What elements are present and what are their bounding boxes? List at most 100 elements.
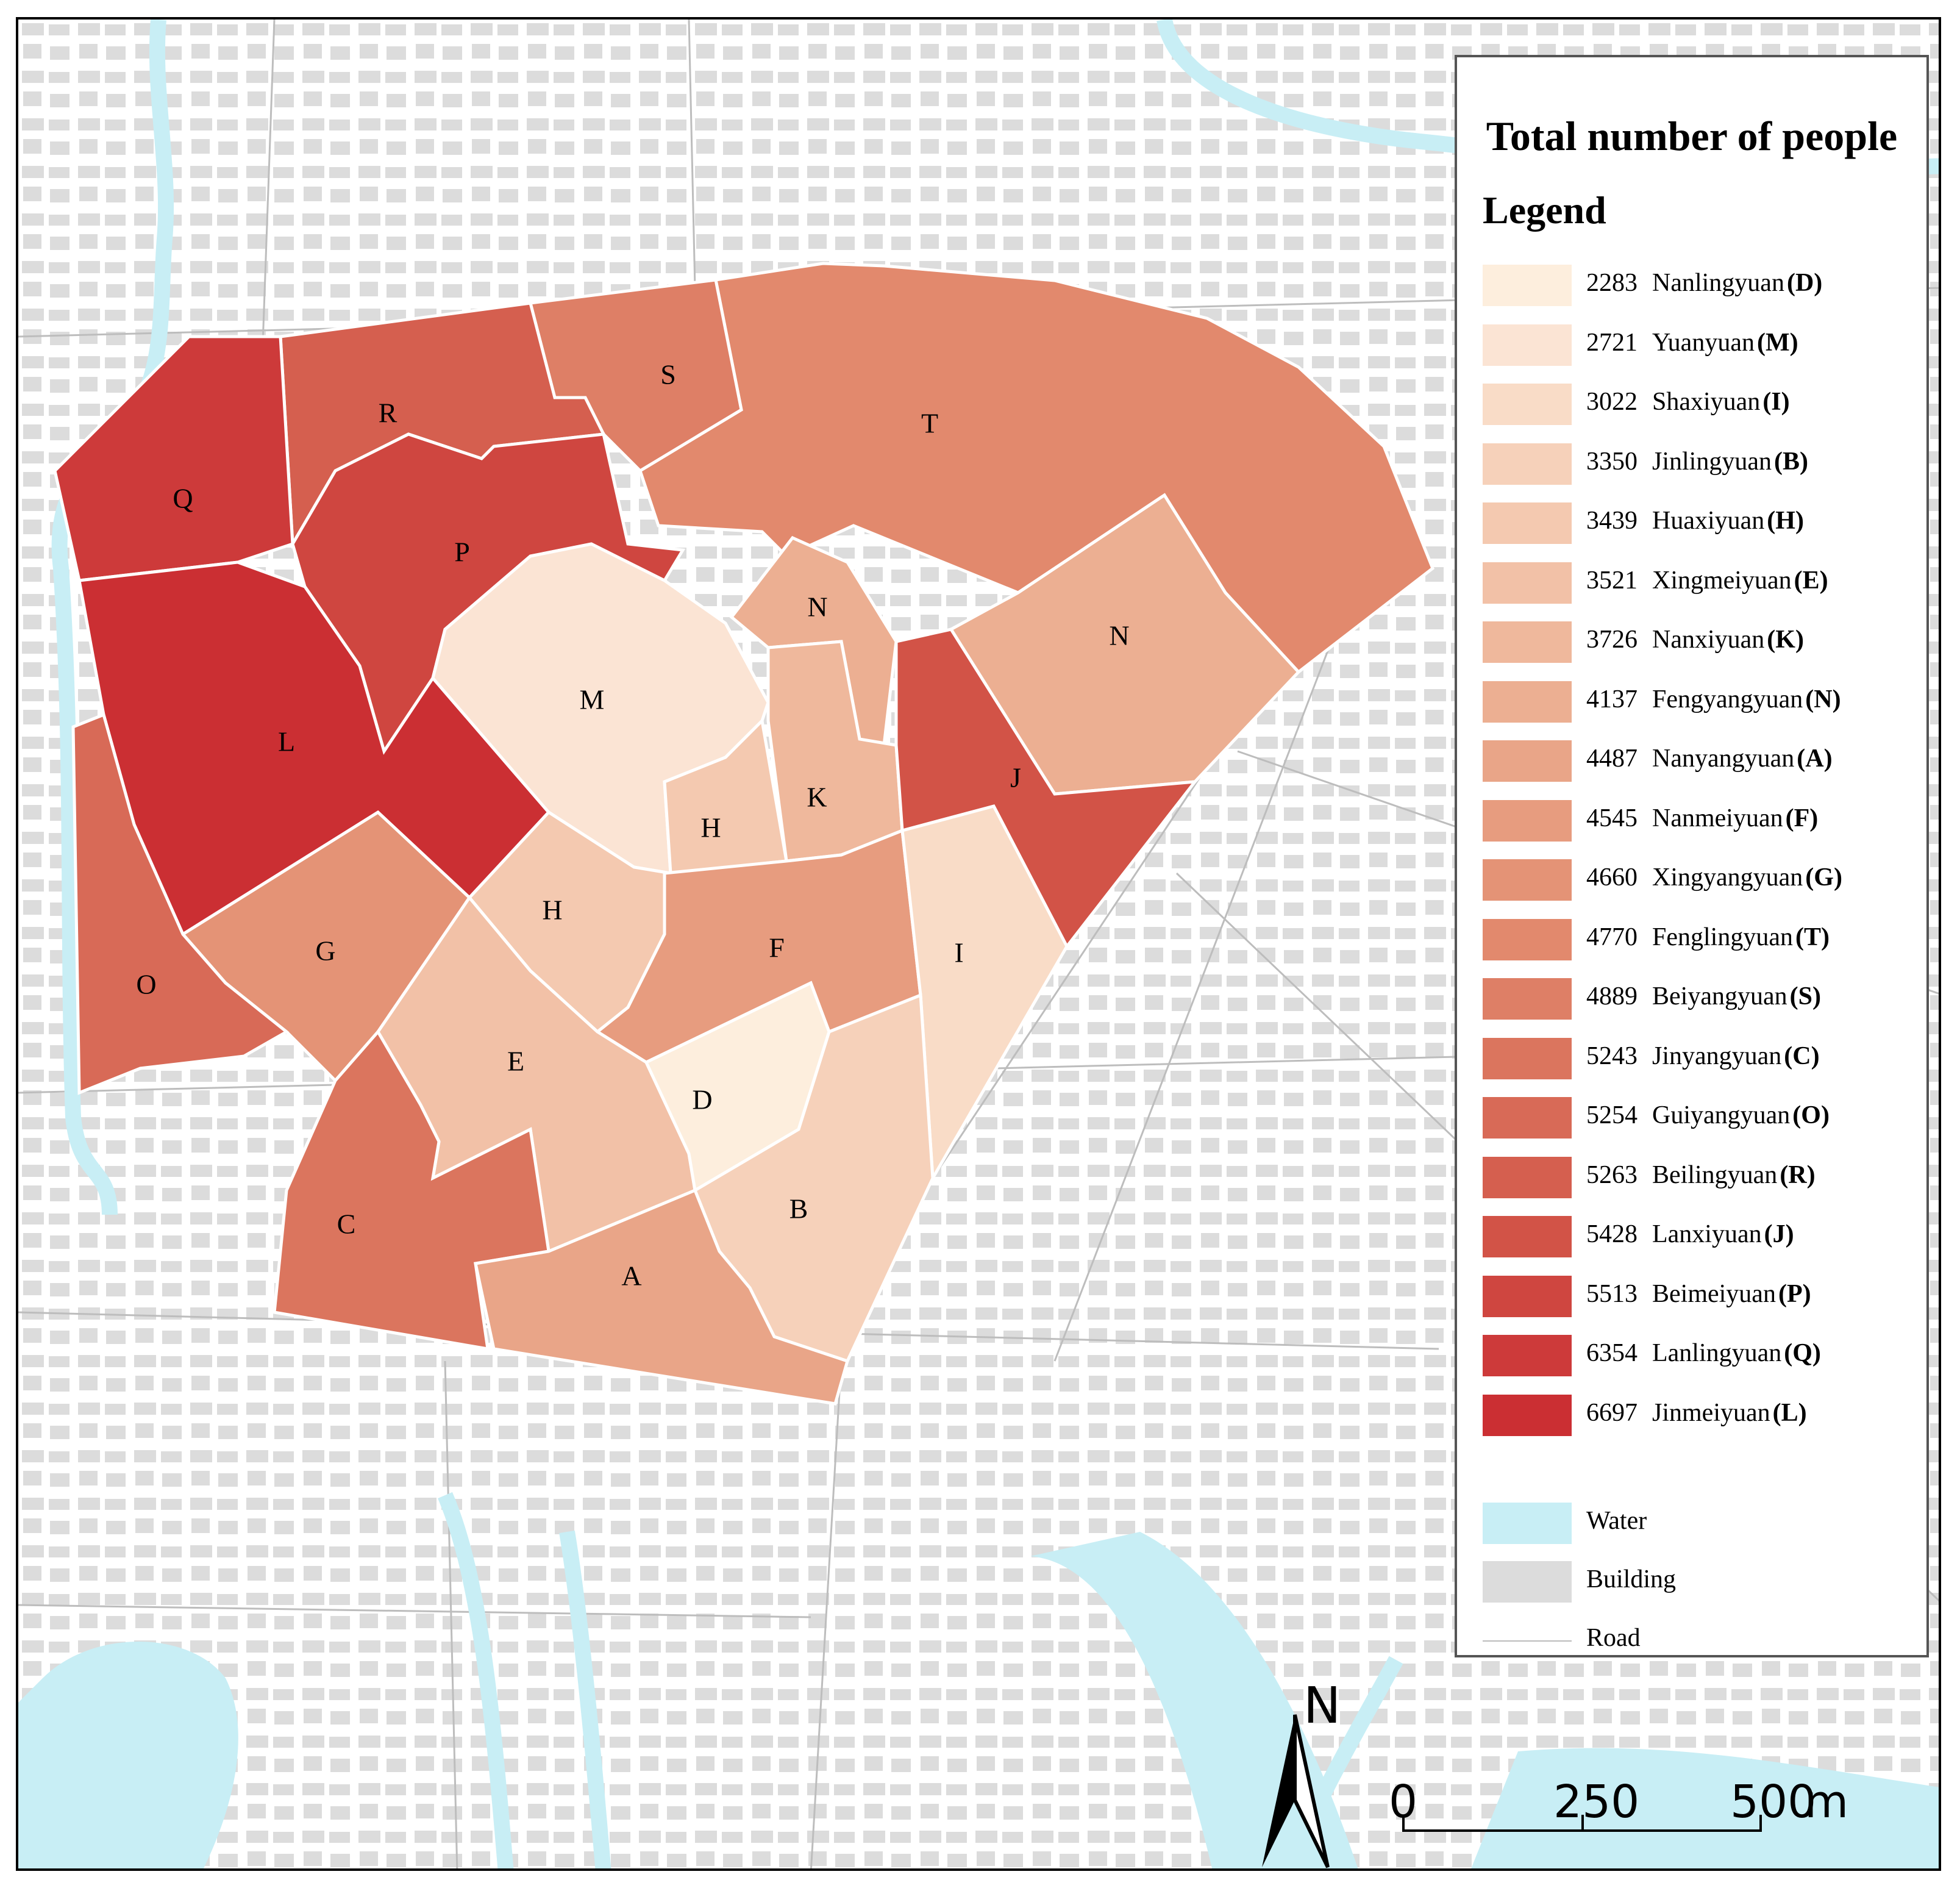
north-arrow-label: N <box>1303 1677 1341 1735</box>
zone-C[interactable] <box>273 1029 551 1351</box>
scale-bar-tick-0 <box>1402 1815 1405 1832</box>
legend-swatch <box>1483 502 1572 544</box>
legend-name-text: Lanxiyuan <box>1652 1220 1762 1248</box>
legend-value: 4660 <box>1586 863 1637 892</box>
legend-name-text: Jinlingyuan <box>1652 447 1772 476</box>
legend-swatch <box>1483 324 1572 366</box>
legend-name: Beilingyuan(R) <box>1652 1160 1816 1190</box>
zone-label-Q: Q <box>173 483 193 514</box>
legend-panel: Total number of people Legend 2283 Nanlin… <box>1455 55 1929 1657</box>
legend-value: 5254 <box>1586 1101 1637 1129</box>
zone-label-A: A <box>621 1260 641 1292</box>
legend-value: 4889 <box>1586 982 1637 1010</box>
legend-code: (H) <box>1767 507 1804 535</box>
scale-bar-tick-500 <box>1759 1815 1762 1832</box>
legend-row: 5263 Beilingyuan(R) <box>1483 1156 1922 1198</box>
legend-name-text: Nanxiyuan <box>1652 626 1765 654</box>
legend-name-text: Jinyangyuan <box>1652 1042 1782 1070</box>
legend-name: Xingmeiyuan(E) <box>1652 566 1828 595</box>
legend-value: 3521 <box>1586 566 1637 595</box>
zone-label-F: F <box>769 932 785 963</box>
legend-name-text: Xingmeiyuan <box>1652 566 1792 595</box>
legend-name: Xingyangyuan(G) <box>1652 863 1842 892</box>
zone-label-R: R <box>379 398 397 429</box>
legend-code: (F) <box>1785 804 1819 832</box>
legend-value: 2721 <box>1586 328 1637 357</box>
legend-row: 5243 Jinyangyuan(C) <box>1483 1037 1922 1079</box>
zone-label-H-north: H <box>700 812 721 843</box>
road-label: Road <box>1586 1624 1641 1652</box>
legend-value: 4137 <box>1586 685 1637 713</box>
legend-value: 6697 <box>1586 1398 1637 1427</box>
scale-label-500: 500 <box>1730 1776 1817 1828</box>
zone-label-G: G <box>315 935 335 967</box>
legend-name-text: Beiyangyuan <box>1652 982 1787 1010</box>
zone-label-I: I <box>954 937 963 968</box>
legend-value: 4487 <box>1586 745 1637 773</box>
legend-row-water: Water <box>1483 1503 1922 1544</box>
building-swatch <box>1483 1561 1572 1603</box>
legend-name: Yuanyuan(M) <box>1652 328 1798 357</box>
zone-label-H-south: H <box>542 895 562 926</box>
scale-label-unit: m <box>1805 1776 1849 1828</box>
legend-swatch <box>1483 562 1572 604</box>
legend-code: (T) <box>1795 923 1830 951</box>
legend-name: Jinyangyuan(C) <box>1652 1042 1820 1071</box>
legend-code: (C) <box>1784 1042 1820 1070</box>
zone-label-C: C <box>337 1209 356 1240</box>
legend-code: (M) <box>1756 328 1798 357</box>
zone-labels: T S R Q P L M N N K H J H G O F I E D C … <box>136 359 1129 1292</box>
water-south-channel <box>1471 1748 1939 1868</box>
legend-name: Shaxiyuan(I) <box>1652 387 1790 416</box>
legend-code: (R) <box>1780 1160 1816 1189</box>
scale-bar-tick-250 <box>1581 1815 1584 1832</box>
legend-name: Jinlingyuan(B) <box>1652 447 1808 476</box>
legend-value: 5243 <box>1586 1042 1637 1070</box>
legend-row: 4770 Fenglingyuan(T) <box>1483 918 1922 960</box>
legend-row-building: Building <box>1483 1561 1922 1603</box>
zone-A[interactable] <box>474 1188 850 1406</box>
legend-code: (L) <box>1772 1398 1807 1427</box>
legend-name-text: Shaxiyuan <box>1652 388 1761 416</box>
legend-row: 3022 Shaxiyuan(I) <box>1483 384 1922 425</box>
legend-name: Huaxiyuan(H) <box>1652 506 1804 535</box>
legend-swatch <box>1483 1156 1572 1198</box>
legend-row: 5254 Guiyangyuan(O) <box>1483 1097 1922 1139</box>
zone-label-N-east: N <box>1109 620 1129 651</box>
legend-value: 2283 <box>1586 269 1637 297</box>
legend-name: Fengyangyuan(N) <box>1652 685 1841 714</box>
legend-row-road: Road <box>1483 1620 1922 1661</box>
legend-value: 6354 <box>1586 1339 1637 1367</box>
legend-name: Nanyangyuan(A) <box>1652 744 1833 773</box>
legend-code: (I) <box>1762 388 1790 416</box>
legend-row: 3350 Jinlingyuan(B) <box>1483 443 1922 485</box>
legend-swatch <box>1483 681 1572 723</box>
legend-name: Nanxiyuan(K) <box>1652 625 1804 654</box>
water-lake <box>18 1642 238 1868</box>
legend-swatch <box>1483 918 1572 960</box>
zone-label-E: E <box>507 1046 524 1077</box>
zone-O[interactable] <box>71 712 290 1095</box>
legend-name-text: Fengyangyuan <box>1652 685 1803 713</box>
legend-name: Beiyangyuan(S) <box>1652 982 1821 1011</box>
legend-value: 3726 <box>1586 626 1637 654</box>
legend-name-text: Beimeiyuan <box>1652 1279 1776 1308</box>
zone-label-L: L <box>278 726 295 757</box>
legend-name-text: Lanlingyuan <box>1652 1339 1782 1367</box>
legend-row: 4487 Nanyangyuan(A) <box>1483 740 1922 782</box>
zone-I[interactable] <box>900 804 1069 1184</box>
water-label: Water <box>1586 1507 1647 1535</box>
legend-value: 4770 <box>1586 923 1637 951</box>
legend-swatch <box>1483 859 1572 901</box>
legend-code: (K) <box>1767 626 1804 654</box>
legend-name-text: Beilingyuan <box>1652 1160 1778 1189</box>
water-bay <box>1030 1532 1358 1868</box>
legend-row: 4545 Nanmeiyuan(F) <box>1483 799 1922 842</box>
zone-label-D: D <box>692 1084 712 1115</box>
legend-row: 5428 Lanxiyuan(J) <box>1483 1216 1922 1257</box>
zone-H-north[interactable] <box>663 717 788 875</box>
legend-name: Guiyangyuan(O) <box>1652 1101 1830 1130</box>
legend-name-text: Guiyangyuan <box>1652 1101 1791 1129</box>
legend-name-text: Nanlingyuan <box>1652 269 1784 297</box>
legend-name: Fenglingyuan(T) <box>1652 923 1830 952</box>
